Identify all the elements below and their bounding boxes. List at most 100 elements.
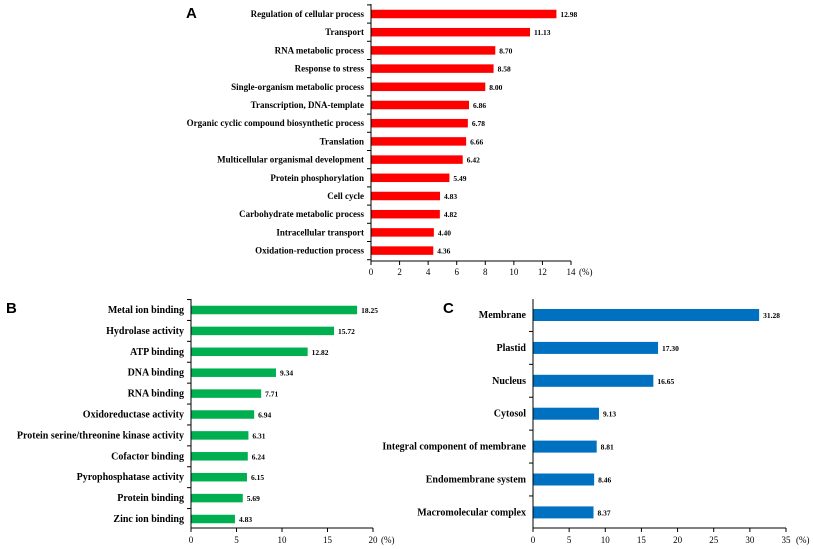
category-label: Oxidoreductase activity	[83, 410, 184, 421]
value-label: 6.94	[258, 411, 271, 420]
category-label: Endomembrane system	[426, 475, 527, 486]
x-tick-label: 0	[369, 267, 374, 277]
bar-b-5	[191, 410, 255, 419]
bar-c-6	[533, 506, 594, 519]
category-label: Hydrolase activity	[106, 326, 184, 337]
x-tick-label: 10	[601, 535, 611, 545]
value-label: 4.40	[438, 228, 451, 237]
x-tick-label: 0	[189, 535, 194, 545]
category-label: RNA binding	[128, 389, 184, 400]
category-label: Oxidation-reduction process	[255, 246, 364, 256]
bar-b-3	[191, 368, 276, 377]
x-tick-label: 4	[426, 267, 431, 277]
value-label: 5.69	[247, 494, 260, 503]
value-label: 8.58	[498, 65, 511, 74]
value-label: 6.24	[252, 452, 265, 461]
bar-a-10	[371, 191, 440, 201]
category-label: Organic cyclic compound biosynthetic pro…	[187, 118, 365, 128]
category-label: Cell cycle	[327, 191, 364, 201]
value-label: 12.82	[312, 348, 329, 357]
category-label: Protein phosphorylation	[270, 173, 364, 183]
bar-c-0	[533, 309, 760, 321]
value-label: 11.13	[534, 28, 551, 37]
panel-letter-b: B	[6, 300, 17, 317]
panel-b-chart: B Metal ion binding 18.25 Hydrolase activit…	[6, 299, 395, 545]
value-label: 6.42	[467, 156, 480, 165]
bar-a-1	[371, 27, 530, 37]
value-label: 6.15	[251, 473, 264, 482]
bar-b-7	[191, 452, 248, 461]
x-tick-label: 30	[745, 535, 755, 545]
value-label: 16.65	[657, 377, 674, 386]
value-label: 18.25	[361, 306, 378, 315]
bar-a-7	[371, 137, 467, 146]
x-tick-label: 8	[483, 267, 488, 277]
panel-letter-a: A	[186, 5, 197, 22]
value-label: 6.66	[470, 137, 483, 146]
bar-b-10	[191, 514, 235, 524]
category-label: Membrane	[479, 310, 527, 321]
category-label: RNA metabolic process	[275, 45, 365, 55]
x-tick-label: 10	[278, 535, 288, 545]
value-label: 5.49	[453, 174, 466, 183]
bar-a-0	[371, 9, 557, 19]
category-label: Transport	[325, 27, 364, 37]
bar-b-6	[191, 431, 249, 440]
value-label: 9.34	[280, 369, 293, 378]
category-label: Intracellular transport	[276, 227, 364, 237]
category-label: Plastid	[497, 343, 527, 354]
bar-b-0	[191, 305, 358, 315]
category-label: Zinc ion binding	[113, 514, 184, 525]
value-label: 8.46	[598, 476, 611, 485]
bar-b-8	[191, 472, 247, 482]
category-label: Cofactor binding	[111, 451, 184, 462]
category-label: Multicellular organismal development	[217, 155, 364, 165]
value-label: 17.30	[662, 344, 679, 353]
x-tick-label: 20	[369, 535, 379, 545]
category-label: DNA binding	[128, 368, 184, 379]
value-label: 4.83	[444, 192, 457, 201]
value-label: 4.83	[239, 515, 252, 524]
value-label: 8.81	[601, 443, 614, 452]
bar-a-13	[371, 246, 434, 255]
panel-a-chart: A Regulation of cellular process 12.98 Tran…	[186, 4, 593, 277]
bar-a-6	[371, 118, 468, 128]
x-tick-label: 10	[509, 267, 519, 277]
panel-c-chart: C Membrane 31.28 Plastid 17.30 Nucleus 16.65 Cy…	[382, 299, 810, 545]
bar-b-2	[191, 347, 308, 357]
value-label: 15.72	[338, 327, 355, 336]
value-label: 7.71	[265, 390, 278, 399]
category-label: Protein serine/threonine kinase activity	[17, 430, 184, 441]
bar-c-1	[533, 341, 659, 354]
x-unit-label: (%)	[579, 267, 593, 277]
bar-b-4	[191, 389, 262, 398]
x-tick-label: 15	[637, 535, 647, 545]
category-label: Metal ion binding	[108, 305, 184, 316]
bar-a-9	[371, 173, 450, 183]
x-tick-label: 20	[673, 535, 683, 545]
x-tick-label: 5	[234, 535, 239, 545]
x-unit-label: (%)	[796, 535, 810, 545]
category-label: Carbohydrate metabolic process	[239, 209, 364, 219]
x-tick-label: 0	[531, 535, 536, 545]
category-label: Transcription, DNA-template	[251, 100, 364, 110]
category-label: Integral component of membrane	[382, 442, 526, 453]
bar-a-12	[371, 228, 434, 237]
x-unit-label: (%)	[381, 535, 395, 545]
category-label: Regulation of cellular process	[251, 9, 365, 19]
category-label: ATP binding	[130, 347, 184, 358]
value-label: 6.31	[252, 431, 265, 440]
x-tick-label: 14	[567, 267, 577, 277]
bar-a-3	[371, 64, 494, 73]
value-label: 4.36	[437, 247, 450, 256]
category-label: Cytosol	[494, 409, 526, 420]
x-tick-label: 6	[454, 267, 459, 277]
bar-b-9	[191, 493, 243, 503]
x-tick-label: 25	[709, 535, 719, 545]
bar-c-5	[533, 473, 595, 486]
bar-b-1	[191, 326, 335, 336]
category-label: Macromolecular complex	[417, 507, 526, 518]
panel-letter-c: C	[443, 300, 454, 317]
bar-c-2	[533, 374, 654, 387]
